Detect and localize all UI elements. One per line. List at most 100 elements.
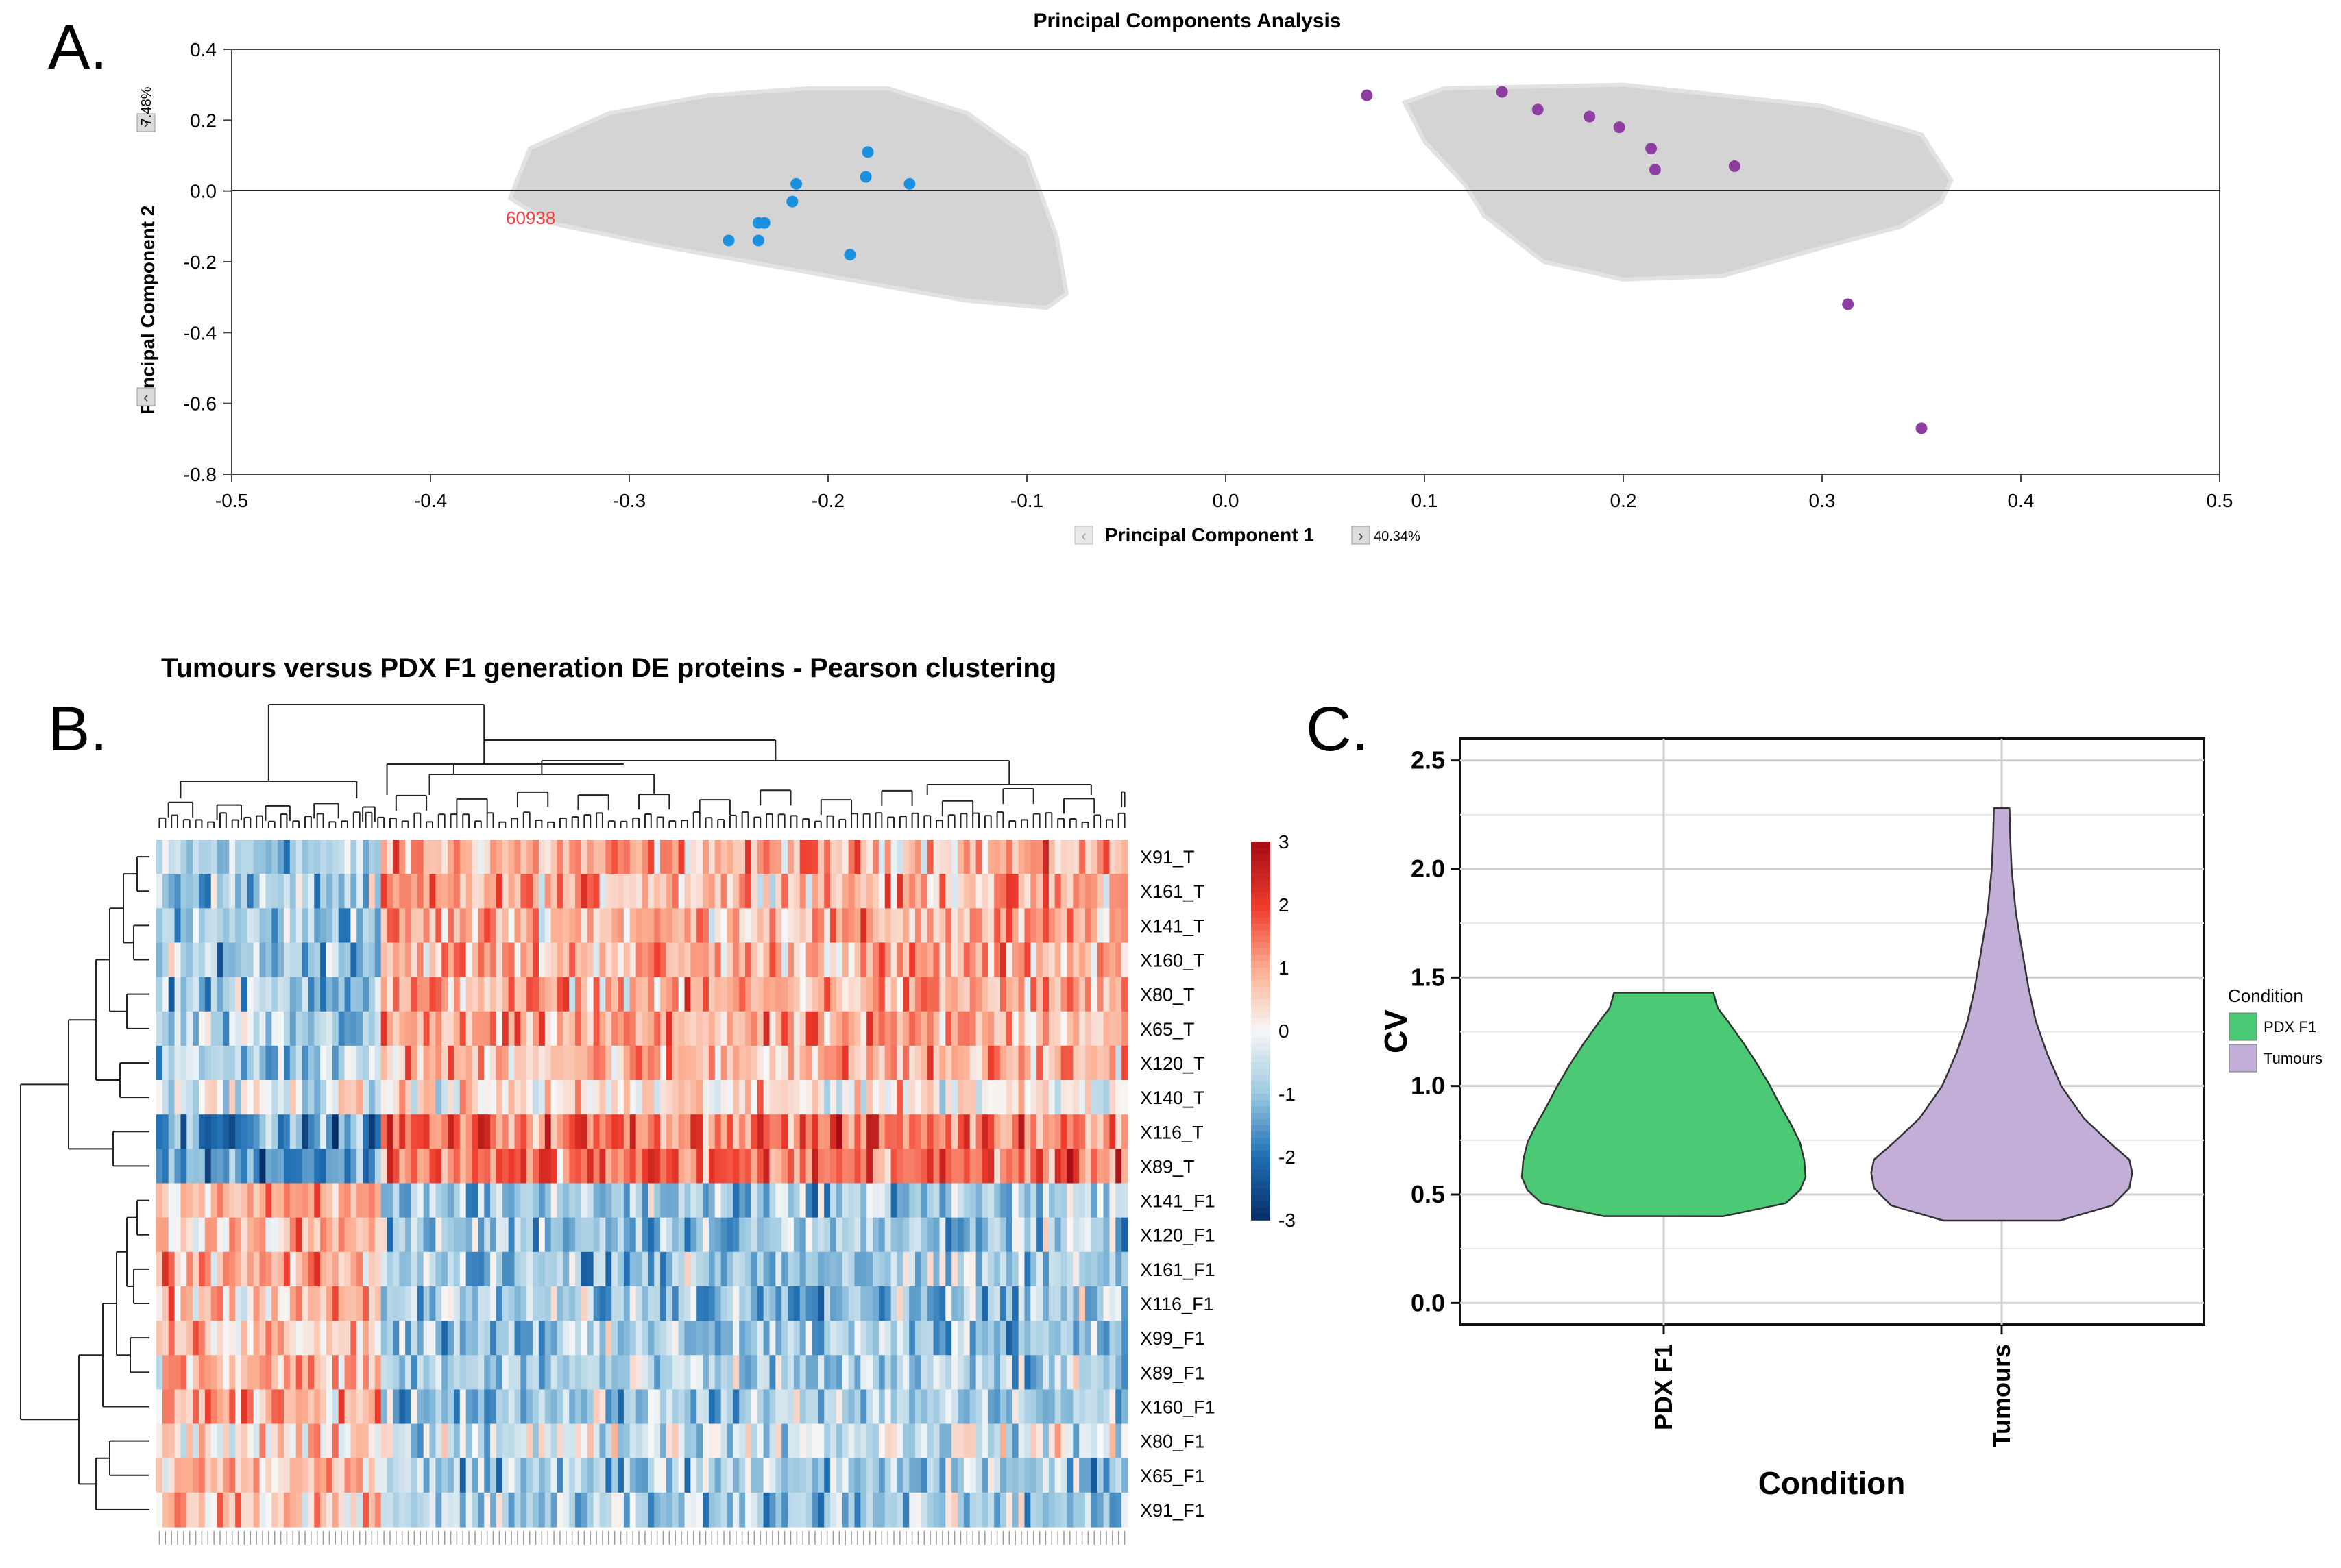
pca-point-tumours xyxy=(1613,121,1625,134)
colorbar-segment xyxy=(1251,1018,1270,1025)
heatmap-cell xyxy=(180,1321,187,1356)
heatmap-cell xyxy=(1109,1080,1116,1115)
heatmap-cell xyxy=(878,1114,886,1149)
heatmap-cell xyxy=(557,1217,563,1253)
heatmap-cell xyxy=(897,1217,903,1253)
heatmap-cell xyxy=(994,1011,1001,1046)
heatmap-cell xyxy=(581,1458,588,1493)
heatmap-cell xyxy=(714,1011,722,1046)
heatmap-cell xyxy=(921,1217,928,1253)
heatmap-cell xyxy=(958,1217,965,1253)
heatmap-cell xyxy=(1079,1183,1086,1218)
heatmap-cell xyxy=(459,1011,467,1046)
heatmap-cell xyxy=(168,1286,175,1321)
heatmap-row-label: X80_F1 xyxy=(1140,1432,1205,1452)
heatmap-cell xyxy=(387,1114,393,1149)
heatmap-cell xyxy=(550,1080,558,1115)
heatmap-cell xyxy=(465,1389,473,1425)
heatmap-cell xyxy=(520,1423,527,1459)
heatmap-cell xyxy=(599,1114,606,1149)
heatmap-cell xyxy=(514,1217,521,1253)
heatmap-cell xyxy=(393,1183,400,1218)
heatmap-cell xyxy=(550,977,558,1012)
heatmap-cell xyxy=(1097,1355,1104,1390)
heatmap-cell xyxy=(374,1011,382,1046)
heatmap-cell xyxy=(496,942,503,978)
heatmap-cell xyxy=(520,1355,527,1390)
heatmap-cell xyxy=(1073,1423,1080,1459)
heatmap-cell xyxy=(727,840,733,874)
heatmap-cell xyxy=(733,908,740,944)
heatmap-cell xyxy=(1121,874,1128,909)
heatmap-cell xyxy=(611,1321,618,1356)
heatmap-cell xyxy=(247,1080,254,1115)
heatmap-cell xyxy=(563,1149,570,1184)
heatmap-cell xyxy=(915,1045,922,1081)
heatmap-cell xyxy=(739,1355,746,1390)
pca-y-next-button[interactable] xyxy=(136,113,156,132)
heatmap-cell xyxy=(229,1251,236,1287)
pca-x-next-button[interactable] xyxy=(1351,526,1370,545)
heatmap-cell xyxy=(265,1423,272,1459)
heatmap-cell xyxy=(186,1183,193,1218)
heatmap-cell xyxy=(884,1114,892,1149)
heatmap-cell xyxy=(988,840,995,874)
heatmap-cell xyxy=(363,1458,369,1493)
pca-y-prev-button[interactable] xyxy=(136,387,156,406)
heatmap-cell xyxy=(951,1045,958,1081)
heatmap-cell xyxy=(994,1045,1001,1081)
heatmap-cell xyxy=(271,1114,278,1149)
heatmap-cell xyxy=(520,942,527,978)
heatmap-cell xyxy=(289,1183,297,1218)
heatmap-cell xyxy=(453,1423,461,1459)
heatmap-cell xyxy=(441,1423,448,1459)
heatmap-cell xyxy=(204,874,212,909)
pca-chart: Principal Components Analysis -0.5 -0.4 -0… xyxy=(136,10,2233,546)
heatmap-cell xyxy=(520,1217,527,1253)
heatmap-cell xyxy=(278,1423,284,1459)
heatmap-cell xyxy=(508,1149,515,1184)
heatmap-cell xyxy=(575,1492,582,1528)
heatmap-cell xyxy=(690,1458,697,1493)
heatmap-cell xyxy=(769,1286,776,1321)
heatmap-cell xyxy=(1000,874,1007,909)
heatmap-cell xyxy=(453,1114,461,1149)
heatmap-cell xyxy=(623,1149,631,1184)
heatmap-cell xyxy=(533,1149,539,1184)
heatmap-cell xyxy=(939,1286,946,1321)
heatmap-cell xyxy=(1103,977,1111,1012)
heatmap-cell xyxy=(733,874,740,909)
heatmap-cell xyxy=(860,1355,867,1390)
pca-x-prev-button[interactable] xyxy=(1074,526,1093,545)
heatmap-cell xyxy=(259,1045,267,1081)
heatmap-cell xyxy=(544,1114,552,1149)
heatmap-cell xyxy=(417,1458,424,1493)
heatmap-cell xyxy=(241,1045,248,1081)
heatmap-cell xyxy=(356,1458,363,1493)
heatmap-cell xyxy=(204,942,212,978)
pca-x-tick-label: 0.4 xyxy=(2008,490,2035,511)
heatmap-cell xyxy=(289,977,297,1012)
heatmap-cell xyxy=(217,1423,224,1459)
heatmap-cell xyxy=(890,1045,898,1081)
heatmap-cell xyxy=(193,1114,199,1149)
heatmap-cell xyxy=(374,1321,382,1356)
heatmap-cell xyxy=(1115,1389,1122,1425)
heatmap-cell xyxy=(672,1149,679,1184)
heatmap-cell xyxy=(969,1423,977,1459)
heatmap-cell xyxy=(666,1389,673,1425)
heatmap-cell xyxy=(283,1458,291,1493)
heatmap-cell xyxy=(708,1114,716,1149)
heatmap-cell xyxy=(860,874,867,909)
heatmap-cell xyxy=(581,1321,588,1356)
heatmap-cell xyxy=(435,1492,442,1528)
heatmap-cell xyxy=(1054,1458,1062,1493)
heatmap-cell xyxy=(459,1217,467,1253)
heatmap-cell xyxy=(508,1492,515,1528)
colorbar-segment xyxy=(1251,848,1270,855)
heatmap-cell xyxy=(174,1011,182,1046)
heatmap-cell xyxy=(642,1321,648,1356)
heatmap-cell xyxy=(338,1423,345,1459)
heatmap-cell xyxy=(569,1321,576,1356)
heatmap-cell xyxy=(1024,1389,1031,1425)
